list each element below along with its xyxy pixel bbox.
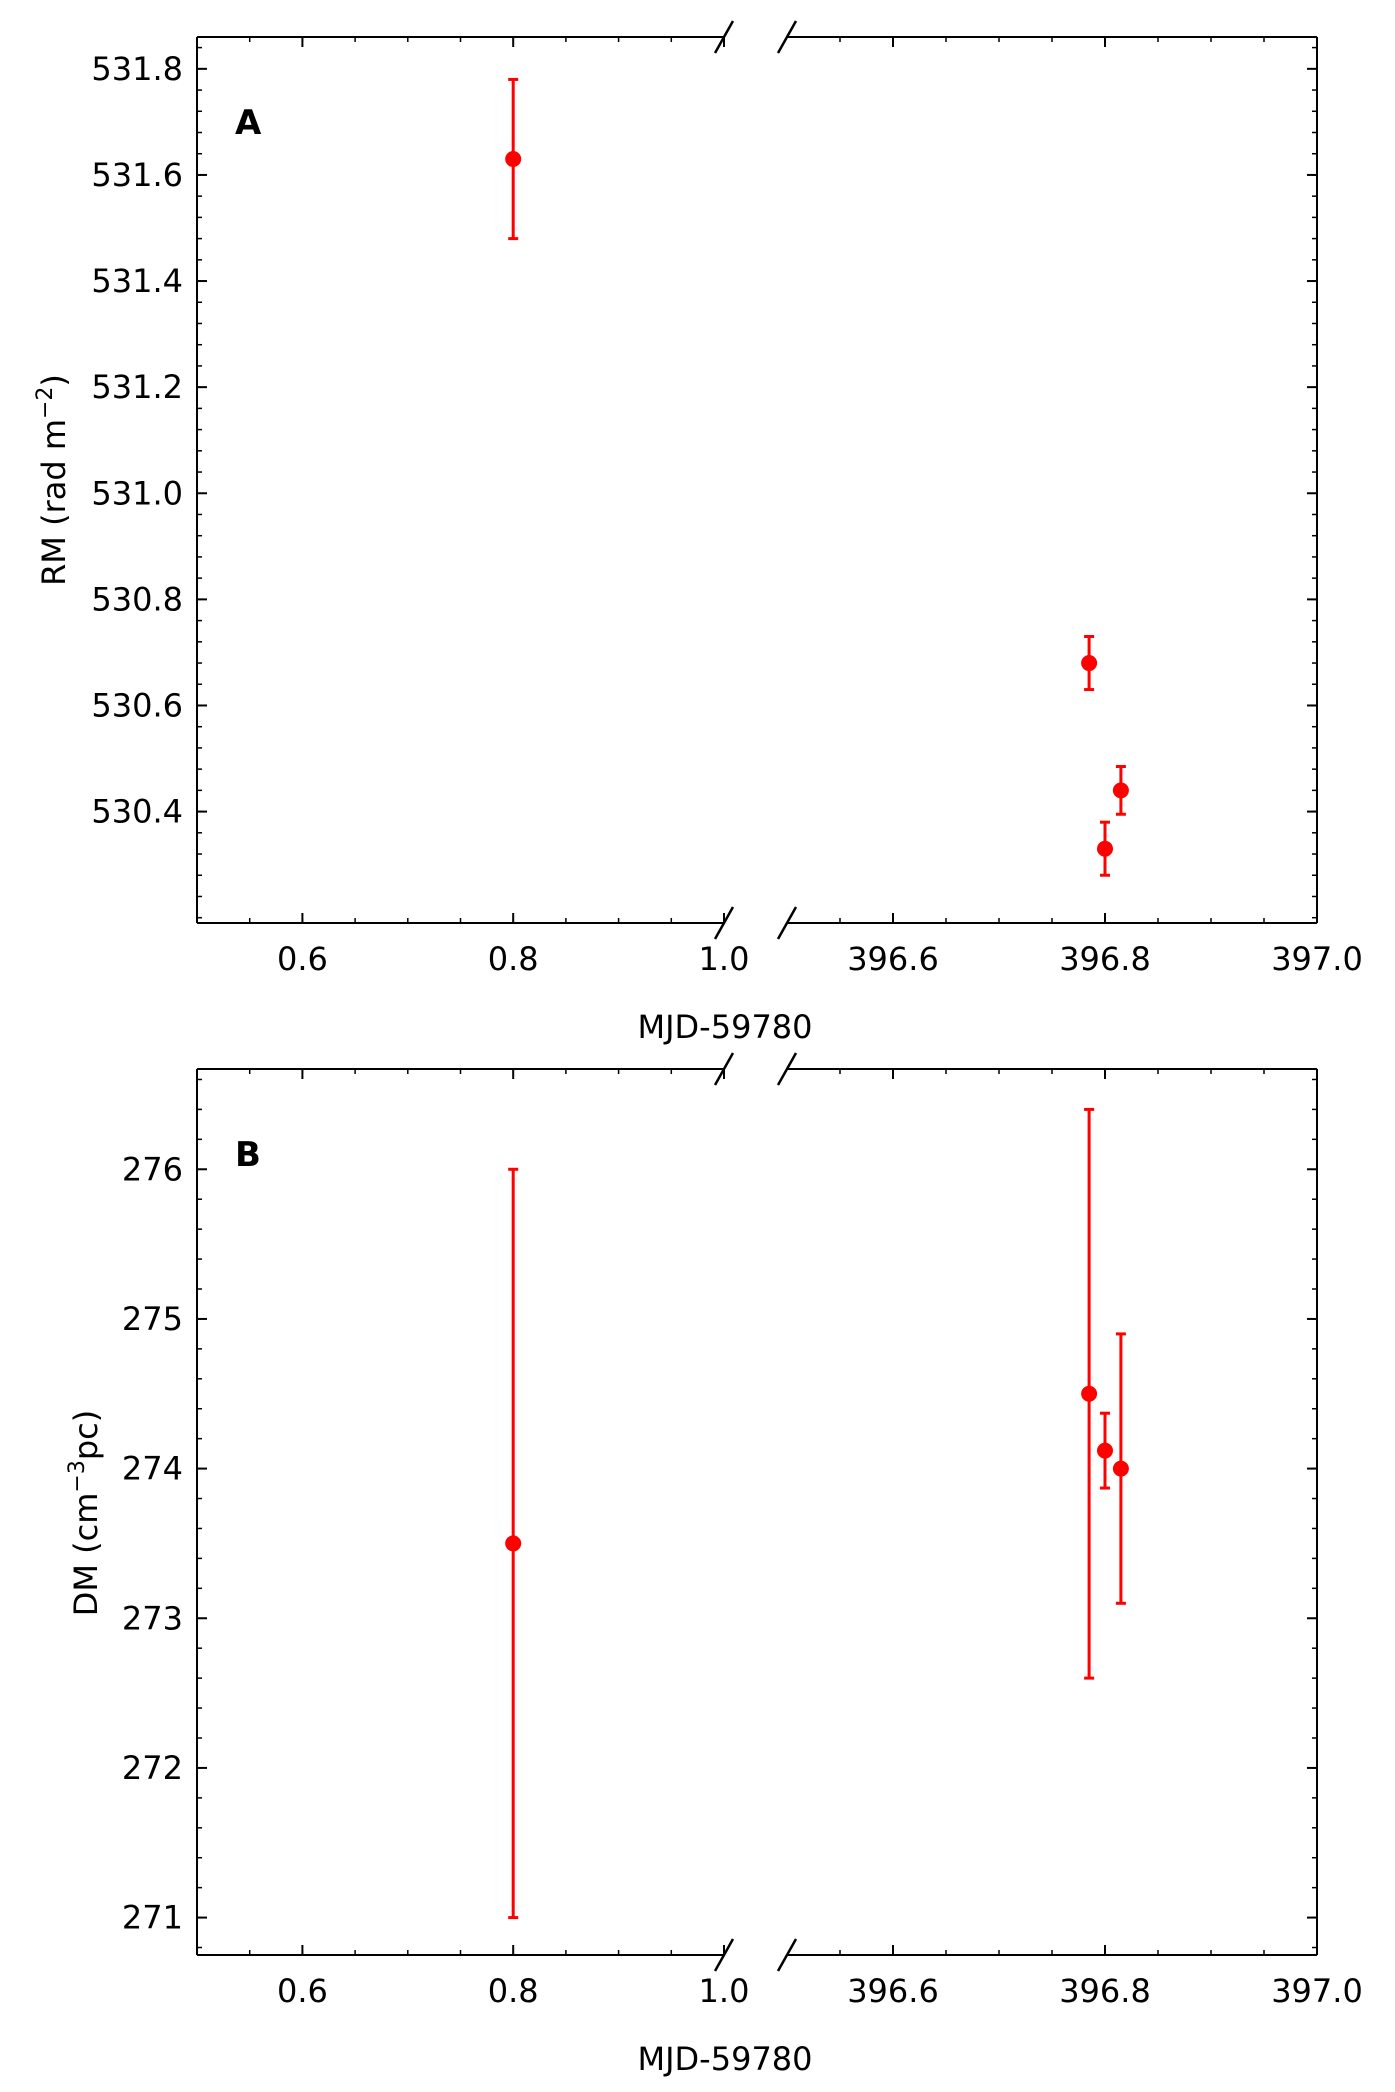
panel-a-data-point-0 <box>505 151 522 168</box>
panel-b-data-point-2 <box>1097 1442 1113 1459</box>
panel-a-xtick-label: 396.8 <box>1059 940 1151 978</box>
panel-b-ytick-label: 275 <box>122 1300 183 1338</box>
panel-a-ytick-label: 530.4 <box>91 793 183 831</box>
panel-b-data-point-0 <box>505 1535 522 1552</box>
panel-b-break-mark-bottom-right <box>776 1938 798 1972</box>
panel-b-ytick-label: 271 <box>122 1899 183 1937</box>
panel-b: B MJD-59780 DM (cm−3pc) 271 272 273 274 275 2… <box>65 1052 1363 2078</box>
panel-b-xtick-label: 1.0 <box>699 1972 750 2010</box>
panel-b-ytick-label: 276 <box>122 1150 183 1188</box>
panel-a-break-mark-top-right <box>776 20 798 54</box>
panel-b-xtick-label: 0.6 <box>277 1972 328 2010</box>
panel-a-xtick-label: 397.0 <box>1271 940 1363 978</box>
panel-b-xtick-label: 0.8 <box>488 1972 539 2010</box>
panel-a: A MJD-59780 RM (rad m−2) 530.4 530.6 530.8… <box>33 20 1363 1046</box>
panel-b-ylabel: DM (cm−3pc) <box>65 1410 105 1617</box>
panel-a-ytick-label: 530.6 <box>91 686 183 724</box>
panel-b-xtick-label: 397.0 <box>1271 1972 1363 2010</box>
panel-a-ytick-label: 530.8 <box>91 580 183 618</box>
panel-a-data-point-1 <box>1081 655 1098 672</box>
panel-a-ytick-label: 531.4 <box>91 262 183 300</box>
panel-b-ytick-label: 272 <box>122 1749 183 1787</box>
panel-b-letter: B <box>235 1135 261 1175</box>
panel-a-xtick-label: 0.8 <box>488 940 539 978</box>
panel-a-xtick-label: 396.6 <box>847 940 939 978</box>
panel-b-break-mark-top-right <box>776 1052 798 1086</box>
panel-a-break-mark-bottom-right <box>776 906 798 940</box>
panel-b-xtick-label: 396.8 <box>1059 1972 1151 2010</box>
panel-a-xtick-label: 1.0 <box>699 940 750 978</box>
panel-a-data-point-2 <box>1097 840 1113 857</box>
panel-a-letter: A <box>235 103 262 143</box>
panel-a-ytick-label: 531.8 <box>91 50 183 88</box>
panel-b-ytick-label: 274 <box>122 1450 183 1488</box>
panel-a-ylabel: RM (rad m−2) <box>33 374 73 586</box>
panel-a-ytick-label: 531.6 <box>91 156 183 194</box>
panel-b-data-point-1 <box>1081 1385 1098 1402</box>
panel-b-ytick-label: 273 <box>122 1599 183 1637</box>
panel-b-xlabel: MJD-59780 <box>637 2040 812 2078</box>
panel-a-ytick-label: 531.0 <box>91 474 183 512</box>
panel-a-data-point-3 <box>1112 782 1129 799</box>
panel-a-ytick-label: 531.2 <box>91 368 183 406</box>
panel-a-xlabel: MJD-59780 <box>637 1008 812 1046</box>
panel-a-xtick-label: 0.6 <box>277 940 328 978</box>
panel-b-data-point-3 <box>1112 1460 1129 1477</box>
panel-b-xtick-label: 396.6 <box>847 1972 939 2010</box>
